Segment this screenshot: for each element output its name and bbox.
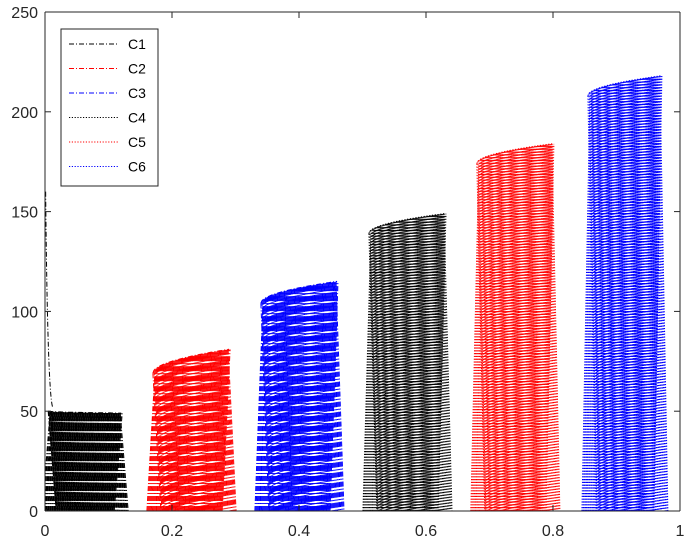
series-C5-envelope bbox=[476, 143, 554, 164]
series-C6-envelope bbox=[587, 75, 661, 97]
x-tick-label: 0.2 bbox=[161, 523, 183, 540]
series-C3 bbox=[254, 280, 345, 511]
series-C5-fall bbox=[476, 143, 561, 511]
x-tick-label: 0.4 bbox=[288, 523, 310, 540]
series-C2 bbox=[146, 348, 237, 511]
legend-box bbox=[60, 28, 159, 187]
axes bbox=[44, 11, 681, 512]
legend-item-C6: C6 bbox=[69, 159, 146, 175]
series-C5 bbox=[470, 143, 561, 511]
series-C6-rise bbox=[581, 75, 663, 511]
series-C4-fall bbox=[368, 213, 453, 511]
legend-item-C3: C3 bbox=[69, 85, 146, 101]
x-tick-label: 1 bbox=[676, 523, 685, 540]
legend-item-C1: C1 bbox=[69, 36, 146, 52]
series-C3-envelope bbox=[260, 280, 338, 304]
series-C3-fall bbox=[260, 281, 345, 511]
series-C4 bbox=[362, 213, 453, 511]
x-axis-ticks: 0 0.2 0.4 0.6 0.8 1 bbox=[41, 12, 685, 540]
series-C1-rise bbox=[45, 411, 123, 511]
y-tick-label: 250 bbox=[11, 5, 38, 22]
legend-label: C4 bbox=[128, 110, 146, 126]
series-C1-fall bbox=[47, 411, 129, 511]
y-tick-label: 150 bbox=[11, 205, 38, 222]
series-C2-fall bbox=[152, 349, 237, 511]
legend-item-C4: C4 bbox=[69, 110, 146, 126]
y-tick-label: 50 bbox=[20, 404, 38, 421]
legend: C1 C2 C3 C4 C5 C6 bbox=[60, 28, 159, 187]
y-axis-ticks: 0 50 100 150 200 250 bbox=[11, 5, 680, 521]
series-C6-fall bbox=[587, 75, 669, 511]
x-tick-label: 0 bbox=[41, 523, 50, 540]
y-tick-label: 200 bbox=[11, 105, 38, 122]
legend-label: C3 bbox=[128, 85, 146, 101]
series-C2-envelope bbox=[152, 348, 230, 374]
legend-label: C5 bbox=[128, 134, 146, 150]
y-tick-label: 0 bbox=[29, 504, 38, 521]
series-C4-envelope bbox=[368, 213, 446, 234]
series-C4-rise bbox=[362, 213, 447, 511]
legend-label: C2 bbox=[128, 61, 146, 77]
plot-area bbox=[45, 75, 669, 511]
series-C1-spike bbox=[45, 191, 54, 408]
series-C1 bbox=[45, 191, 129, 511]
legend-label: C6 bbox=[128, 159, 146, 175]
x-tick-label: 0.8 bbox=[542, 523, 564, 540]
series-C1-envelope bbox=[48, 410, 122, 414]
legend-item-C2: C2 bbox=[69, 61, 146, 77]
x-tick-label: 0.6 bbox=[415, 523, 437, 540]
legend-item-C5: C5 bbox=[69, 134, 146, 150]
legend-label: C1 bbox=[128, 36, 146, 52]
y-tick-label: 100 bbox=[11, 304, 38, 321]
series-C6 bbox=[581, 75, 669, 511]
